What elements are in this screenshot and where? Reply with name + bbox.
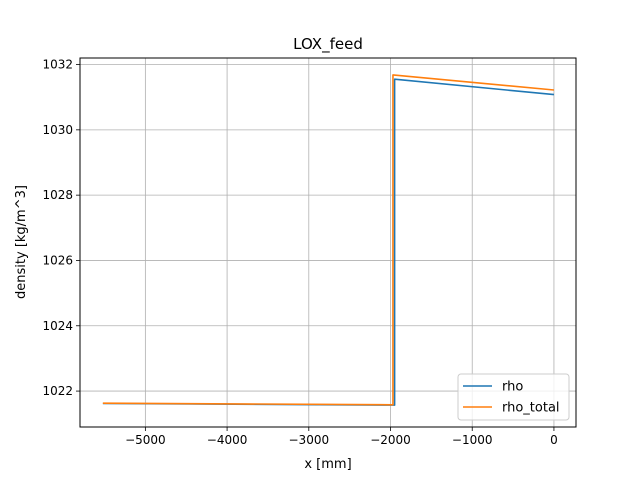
x-tick-label: −2000 — [370, 433, 411, 447]
chart-title: LOX_feed — [293, 35, 363, 54]
legend: rho rho_total — [457, 373, 570, 421]
x-tick-label: −3000 — [289, 433, 330, 447]
y-tick-label: 1030 — [42, 123, 73, 137]
x-tick-label: −4000 — [207, 433, 248, 447]
y-tick-label: 1022 — [42, 384, 73, 398]
x-tick-label: −1000 — [452, 433, 493, 447]
legend-label-rho_total: rho_total — [502, 401, 560, 416]
series-line-rho_total — [102, 74, 555, 406]
y-axis-label: density [kg/m^3] — [14, 185, 29, 299]
x-axis-label: x [mm] — [304, 457, 351, 472]
y-tick-label: 1024 — [42, 319, 73, 333]
grid — [80, 58, 576, 427]
x-tick-label: 0 — [550, 433, 558, 447]
legend-label-rho: rho — [502, 380, 523, 395]
y-tick-label: 1028 — [42, 188, 73, 202]
series-lines — [102, 74, 555, 406]
y-tick-label: 1032 — [42, 58, 73, 72]
plot-frame — [79, 57, 577, 428]
y-tick-label: 1026 — [42, 253, 73, 267]
x-tick-label: −5000 — [125, 433, 166, 447]
ticks: −5000 −4000 −3000 −2000 −1000 0 1022 1024 1026 10… — [42, 58, 557, 447]
